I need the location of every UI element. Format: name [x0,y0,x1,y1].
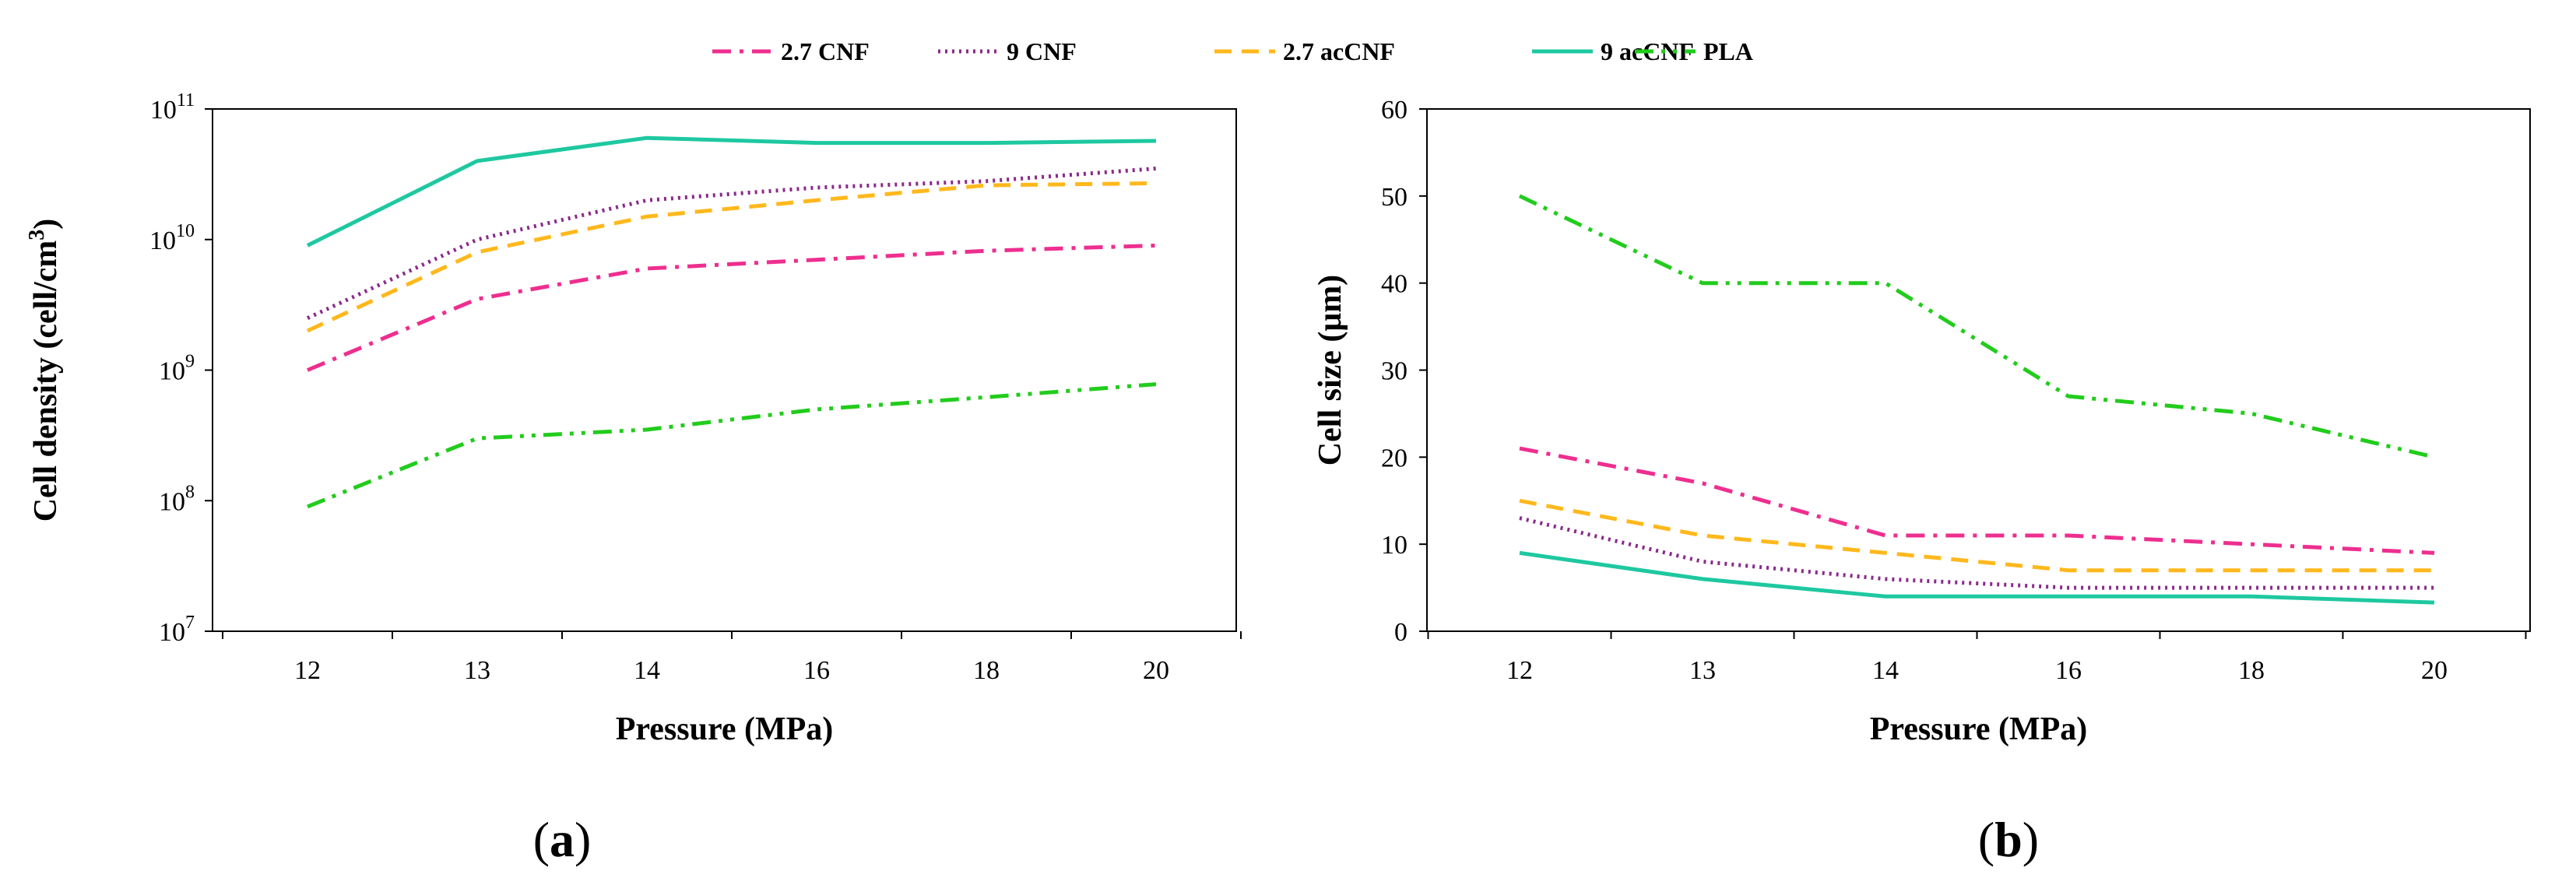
y-tick-exponent: 8 [185,482,195,502]
x-tick-label: 14 [634,656,660,685]
legend-item-cnf27: 2.7 CNF [712,37,870,65]
panel-label-letter: a [550,812,575,867]
x-tick-label: 14 [1872,656,1899,685]
series-line-pla [307,382,1157,509]
series-lines [306,135,1157,509]
x-tick-label: 16 [803,656,830,685]
panel-label: (a) [533,812,592,867]
legend-item-cnf9: 9 CNF [938,37,1077,65]
series-line-cnf27 [1519,446,2435,555]
y-tick-exponent: 11 [177,90,195,111]
y-tick-exponent: 9 [185,352,195,372]
legend: 2.7 CNF 9 CNF 2.7 acCNF 9 acCNF PLA [712,37,1753,65]
series-line-accnf9 [306,135,1157,248]
x-tick-label: 16 [2055,656,2082,685]
y-tick-label: 40 [1381,270,1407,299]
x-tick-label: 12 [1506,656,1533,685]
x-tick-label: 12 [294,656,321,685]
y-tick-label: 1011 [150,90,195,125]
legend-label-pla: PLA [1703,37,1753,65]
y-tick-label: 109 [159,352,195,386]
legend-label-accnf27: 2.7 acCNF [1283,37,1395,65]
panel-label-open: ( [1978,812,1994,867]
x-tick-label: 18 [2238,656,2265,685]
y-tick-label: 60 [1381,96,1407,125]
series-line-cnf9 [1519,516,2434,590]
y-axis-title: Cell density (cell/cm3) [25,219,64,522]
y-axis-ticks: 0 10 20 30 40 50 60 [1381,96,1427,647]
series-line-cnf9 [306,167,1157,320]
series-line-accnf27 [1519,498,2434,573]
y-tick-label: 1010 [149,221,195,255]
y-tick-exponent: 7 [185,613,195,633]
plot-area-frame [212,108,1237,632]
plot-area-frame [1426,108,2531,632]
x-axis-ticks: 12 13 14 16 18 20 [222,631,1242,685]
y-tick-label: 30 [1381,357,1407,386]
series-line-accnf9 [1519,550,2435,605]
x-axis-title: Pressure (MPa) [616,711,834,747]
y-tick-exponent: 10 [176,221,195,241]
legend-item-accnf27: 2.7 acCNF [1214,37,1395,65]
legend-label-cnf9: 9 CNF [1007,37,1077,65]
y-tick-base: 10 [159,357,185,386]
y-tick-label: 20 [1381,444,1407,472]
y-tick-base: 10 [150,96,177,125]
legend-label-cnf27: 2.7 CNF [781,37,870,65]
series-line-pla [1518,194,2435,459]
y-tick-label: 50 [1381,183,1407,212]
y-tick-label: 10 [1381,531,1407,560]
y-axis-title-close: ) [28,219,64,230]
y-tick-label: 0 [1394,618,1407,647]
panel-label-close: ) [2022,812,2039,867]
x-axis-ticks: 12 13 14 16 18 20 [1427,631,2527,685]
panel-label-close: ) [575,812,591,867]
series-line-accnf27 [306,181,1157,333]
y-axis-title-superscript: 3 [25,230,49,241]
legend-item-accnf9: 9 acCNF [1532,37,1694,65]
panel-label: (b) [1978,812,2039,867]
x-tick-label: 13 [1689,656,1716,685]
x-tick-label: 20 [1143,656,1169,685]
panel-label-letter: b [1994,812,2022,867]
y-axis-title-text: Cell density (cell/cm [28,241,64,522]
series-line-cnf27 [307,243,1157,372]
x-tick-label: 18 [973,656,1000,685]
y-tick-base: 10 [159,618,185,647]
series-lines [1518,194,2435,605]
panel-label-open: ( [533,812,550,867]
y-tick-base: 10 [149,227,176,255]
panel-b-cell-size-chart: 0 10 20 30 40 50 60 12 13 14 16 18 20 Pressure (MPa) C… [1313,96,2531,867]
x-tick-label: 13 [464,656,490,685]
x-axis-title: Pressure (MPa) [1870,711,2088,747]
y-tick-label: 107 [159,613,195,647]
legend-item-pla: PLA [1635,37,1753,65]
y-axis-title: Cell size (μm) [1313,275,1348,465]
y-tick-base: 10 [159,487,185,516]
y-tick-label: 108 [159,482,195,516]
x-tick-label: 20 [2421,656,2448,685]
